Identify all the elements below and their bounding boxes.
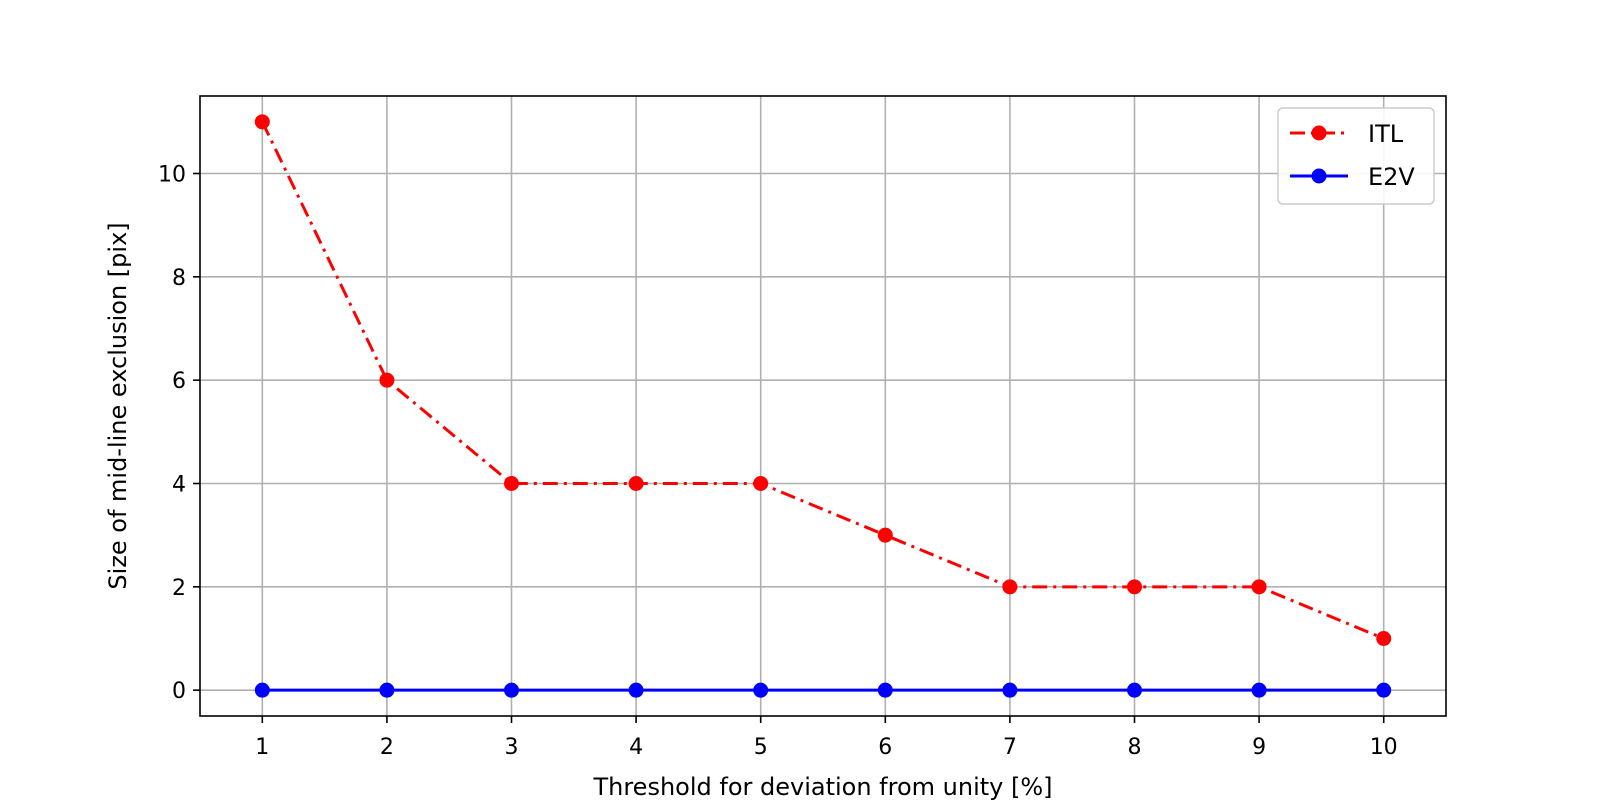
data-point-e2v xyxy=(877,682,893,698)
x-tick-label: 5 xyxy=(754,735,768,760)
data-point-itl xyxy=(1376,631,1392,646)
legend-label-e2v: E2V xyxy=(1368,163,1415,191)
data-point-e2v xyxy=(254,682,270,698)
data-point-e2v xyxy=(628,682,644,698)
data-point-itl xyxy=(379,372,395,388)
x-tick-label: 4 xyxy=(629,735,643,760)
x-tick-label: 6 xyxy=(878,735,892,760)
legend-marker-itl xyxy=(1311,125,1327,141)
y-tick-label: 2 xyxy=(172,576,186,601)
legend-marker-e2v xyxy=(1311,168,1327,184)
legend-label-itl: ITL xyxy=(1368,120,1404,148)
y-axis: 0 2 4 6 8 10 xyxy=(158,163,200,704)
x-tick-label: 3 xyxy=(505,735,519,760)
data-point-itl xyxy=(753,476,769,491)
data-point-itl xyxy=(877,527,893,543)
data-point-e2v xyxy=(1002,682,1018,698)
plot-area xyxy=(200,96,1446,716)
x-tick-label: 10 xyxy=(1370,735,1398,760)
y-tick-label: 8 xyxy=(172,266,186,291)
series-line-itl xyxy=(260,121,1385,640)
x-axis-label: Threshold for deviation from unity [%] xyxy=(592,773,1052,800)
y-tick-label: 10 xyxy=(158,163,186,188)
series-layer xyxy=(254,114,1392,698)
legend: ITL E2V xyxy=(1277,107,1435,205)
plot-frame xyxy=(199,95,1447,717)
y-tick-label: 4 xyxy=(172,473,186,498)
x-tick-label: 2 xyxy=(380,735,394,760)
x-axis: 1 2 3 4 5 6 7 8 9 10 xyxy=(255,716,1398,760)
data-point-itl xyxy=(1127,579,1142,595)
x-tick-label: 8 xyxy=(1128,735,1142,760)
data-point-e2v xyxy=(753,682,769,698)
data-point-e2v xyxy=(379,682,395,698)
data-point-itl xyxy=(1002,579,1018,595)
y-axis-label: Size of mid-line exclusion [pix] xyxy=(104,222,132,589)
x-tick-label: 7 xyxy=(1003,735,1017,760)
y-tick-label: 0 xyxy=(172,679,186,704)
data-point-e2v xyxy=(504,682,519,698)
data-point-itl xyxy=(628,476,644,491)
data-point-e2v xyxy=(1127,682,1142,698)
data-point-itl xyxy=(1251,579,1267,595)
data-point-e2v xyxy=(1376,682,1392,698)
data-point-itl xyxy=(254,114,270,130)
x-tick-label: 9 xyxy=(1252,735,1266,760)
y-tick-label: 6 xyxy=(172,369,186,394)
data-point-e2v xyxy=(1251,682,1267,698)
data-point-itl xyxy=(504,476,519,491)
x-tick-label: 1 xyxy=(255,735,269,760)
